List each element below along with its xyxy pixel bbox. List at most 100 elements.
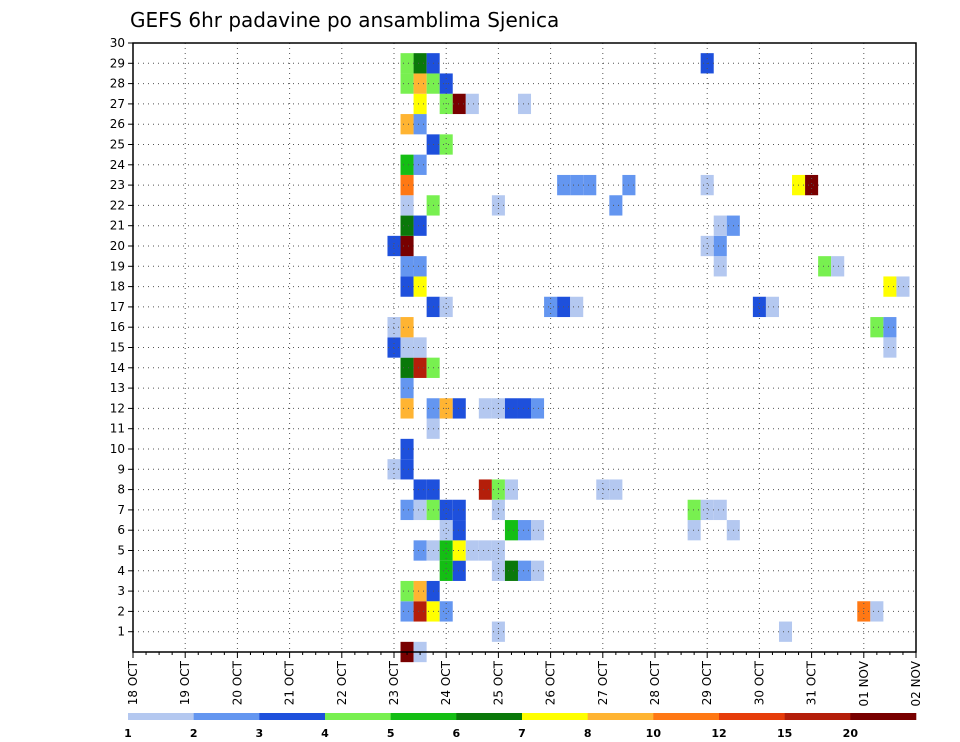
heatmap-cell <box>400 337 414 358</box>
x-axis: 18 OCT 19 OCT 20 OCT 21 OCT 22 OCT 23 OCT 24 O… <box>126 652 923 707</box>
heatmap-cell <box>413 215 427 236</box>
x-tick-label: 31 OCT <box>805 660 819 705</box>
heatmap-cell <box>870 601 884 622</box>
heatmap-cell <box>531 520 545 541</box>
heatmap-cell <box>713 215 727 236</box>
y-tick-label: 19 <box>110 259 125 273</box>
heatmap-cell <box>400 601 414 622</box>
heatmap-cell <box>504 479 518 500</box>
heatmap-cell <box>883 317 897 338</box>
y-tick-label: 27 <box>110 97 125 111</box>
y-tick-label: 2 <box>117 604 125 618</box>
heatmap-cell <box>504 398 518 419</box>
color-bar-segment <box>784 713 851 720</box>
heatmap-cell <box>400 276 414 297</box>
y-tick-label: 28 <box>110 77 125 91</box>
heatmap-cell <box>504 520 518 541</box>
heatmap-cell <box>778 621 793 642</box>
heatmap-cell <box>570 296 584 318</box>
heatmap-cell <box>400 53 414 74</box>
x-tick-label: 23 OCT <box>387 660 401 705</box>
y-tick-label: 7 <box>117 503 125 517</box>
heatmap-cell <box>765 296 779 318</box>
color-bar-segment <box>325 713 391 720</box>
heatmap-cell <box>413 276 427 297</box>
x-tick-label: 18 OCT <box>126 660 140 705</box>
heatmap-cell <box>413 479 427 500</box>
heatmap-cell <box>713 235 727 257</box>
x-tick-label: 02 NOV <box>909 660 923 706</box>
y-tick-label: 8 <box>117 483 125 497</box>
color-bar-segment <box>587 713 654 720</box>
y-tick-label: 6 <box>117 523 125 537</box>
color-bar-segment <box>850 713 917 720</box>
heatmap-cell <box>465 93 479 115</box>
heatmap-cell <box>465 540 479 561</box>
color-bar-label: 3 <box>256 727 264 740</box>
y-tick-label: 30 <box>110 36 125 50</box>
heatmap-cell <box>700 174 714 196</box>
color-bar-segment <box>719 713 785 720</box>
heatmap-cell <box>452 398 466 419</box>
heatmap-cell <box>583 174 597 196</box>
heatmap-cell <box>439 134 453 155</box>
heatmap-cell <box>439 601 453 622</box>
heatmap-cell <box>387 235 401 257</box>
heatmap-cell <box>478 479 492 500</box>
color-bar-label: 5 <box>387 727 395 740</box>
heatmap-cell <box>400 235 414 257</box>
y-tick-label: 13 <box>110 381 125 395</box>
heatmap-cell <box>387 317 401 338</box>
heatmap-cell <box>387 459 401 480</box>
color-bar-segment <box>259 713 326 720</box>
y-tick-label: 5 <box>117 544 125 558</box>
heatmap-cell <box>400 377 414 399</box>
x-tick-label: 01 NOV <box>857 660 871 706</box>
heatmap-cell <box>883 337 897 358</box>
heatmap-cell <box>700 235 714 257</box>
heatmap-cell <box>400 398 414 419</box>
x-tick-label: 30 OCT <box>752 660 766 705</box>
heatmap-cell <box>400 215 414 236</box>
color-bar-segment <box>653 713 720 720</box>
color-bar-segment <box>193 713 260 720</box>
heatmap-cell <box>452 93 466 115</box>
heatmap-cell <box>596 479 610 500</box>
heatmap-cell <box>400 174 414 196</box>
heatmap-cell <box>609 195 623 216</box>
y-tick-label: 24 <box>110 158 125 172</box>
x-tick-label: 28 OCT <box>648 660 662 705</box>
heatmap-cell <box>400 357 414 378</box>
heatmap-cell <box>413 114 427 135</box>
heatmap-cell <box>400 256 414 277</box>
heatmap-cell <box>400 499 414 521</box>
heatmap-cell <box>439 520 453 541</box>
y-tick-label: 14 <box>110 361 125 375</box>
heatmap-cell <box>818 256 832 277</box>
heatmap-cell <box>805 174 819 196</box>
heatmap-cell <box>439 499 453 521</box>
y-tick-label: 25 <box>110 138 125 152</box>
color-bar-label: 7 <box>518 727 526 740</box>
x-tick-label: 25 OCT <box>491 660 505 705</box>
heatmap-cell <box>687 499 701 521</box>
x-tick-label: 27 OCT <box>596 660 610 705</box>
heatmap-cell <box>400 459 414 480</box>
y-tick-label: 10 <box>110 442 125 456</box>
heatmap-cell <box>413 93 427 115</box>
y-tick-label: 22 <box>110 198 125 212</box>
x-tick-label: 21 OCT <box>283 660 297 705</box>
heatmap-cell <box>400 73 414 94</box>
chart-title: GEFS 6hr padavine po ansamblima Sjenica <box>130 8 559 32</box>
heatmap-cell <box>413 540 427 561</box>
color-bar-segment <box>390 713 457 720</box>
y-tick-label: 4 <box>117 564 125 578</box>
heatmap-cell <box>517 398 532 419</box>
heatmap-cell <box>413 73 427 94</box>
heatmap-cells <box>387 53 910 663</box>
color-bar-segment <box>456 713 523 720</box>
heatmap-cell <box>439 540 453 561</box>
heatmap-cell <box>400 317 414 338</box>
heatmap-cell <box>400 154 414 175</box>
